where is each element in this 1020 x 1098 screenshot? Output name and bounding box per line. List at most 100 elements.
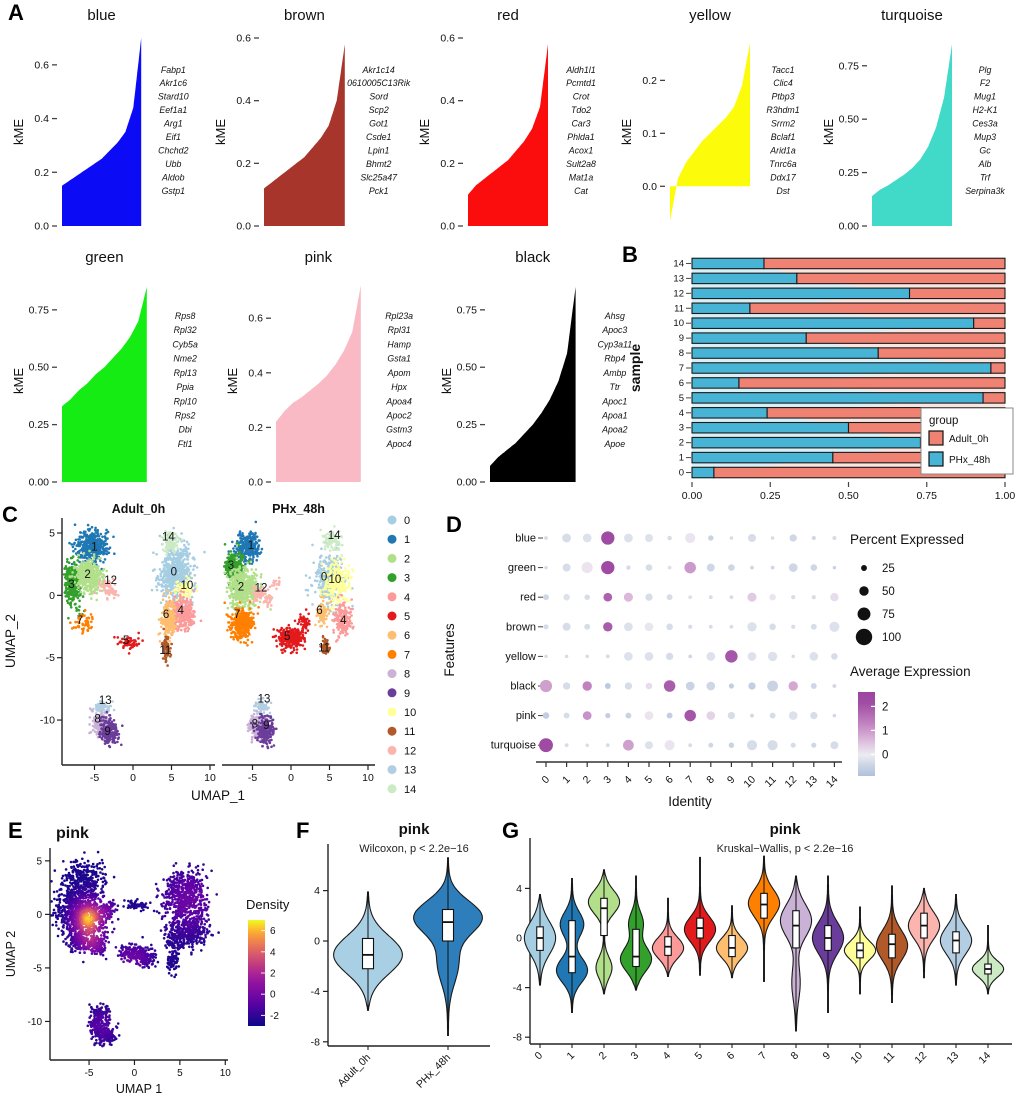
hub-gene-label: Srrm2 <box>771 119 795 129</box>
hub-gene-label: Rps2 <box>175 410 196 420</box>
dot-pink-c8 <box>706 711 716 720</box>
umap1-tick-label: 5 <box>327 772 333 784</box>
identity-tick-label: 9 <box>725 774 738 787</box>
y-tick-label: -4 <box>311 986 320 998</box>
bar-adult0h-sample-6 <box>738 377 1006 389</box>
hub-gene-label: Rpl31 <box>388 325 411 335</box>
bar-phx48h-sample-1 <box>691 451 834 464</box>
dot-pink-c4 <box>625 712 632 719</box>
cluster-number-label: 3 <box>228 560 234 572</box>
density-legend: Density 6 4 2 0 -2 <box>246 897 290 1026</box>
legend-dot-cluster-0 <box>387 515 397 525</box>
hub-gene-label: Cat <box>574 186 588 196</box>
legend-cluster-label: 2 <box>404 553 410 565</box>
identity-tick-label: 3 <box>601 774 614 787</box>
hub-gene-label: Ddx17 <box>770 172 797 182</box>
dot-green-c0 <box>544 565 548 570</box>
dot-turquoise-c3 <box>605 743 610 748</box>
kme-tick-label: 0.4 <box>440 95 455 107</box>
dot-yellow-c3 <box>605 654 610 659</box>
hub-gene-label: Slc25a47 <box>360 172 398 182</box>
dot-yellow-c13 <box>809 652 819 661</box>
dot-yellow-c10 <box>747 652 757 661</box>
legend-dot-cluster-13 <box>387 765 397 775</box>
dot-pink-c2 <box>582 711 592 720</box>
cluster-number-label: 4 <box>340 615 347 627</box>
dot-red-c0 <box>543 594 549 601</box>
hub-gene-label: Dst <box>776 186 790 196</box>
panel-e-density-umap: 5 0 -5 -10 -5 0 5 10 pink UMAP 2 UMAP 1 Density 6 4 2 0… <box>4 825 290 1096</box>
cluster-points-13 <box>92 699 116 719</box>
dot-red-c9 <box>729 595 734 600</box>
hub-gene-label: Stard10 <box>158 92 189 102</box>
violin-plot: 40-4-80 1 2 3 4 5 6 7 8 9 10 11 12 13 14pinkKruskal−Wa… <box>513 821 1012 1066</box>
kme-tick-label: 0.25 <box>29 419 50 431</box>
umap1-tick-label: -5 <box>90 772 99 784</box>
cluster-points-2 <box>68 549 109 602</box>
box-Adult_0h <box>361 937 375 970</box>
dot-turquoise-c6 <box>664 740 675 751</box>
hub-gene-label: Rps8 <box>175 311 196 321</box>
panel-f-violin-groups: 4 0 -4 -8 Adult_0h PHx_48h pink Wilcoxon, p < 2… <box>311 821 490 1091</box>
kme-tick-label: 0.6 <box>440 33 455 45</box>
hub-gene-label: Ces3a <box>972 119 998 129</box>
cluster-number-label: 11 <box>159 645 171 657</box>
hub-gene-label: Tacc1 <box>771 65 794 75</box>
hub-gene-label: Eef1a1 <box>159 105 187 115</box>
hub-gene-label: Chchd2 <box>158 145 188 155</box>
bar-adult0h-sample-7 <box>990 362 1006 374</box>
legend-cluster-label: 1 <box>404 534 410 546</box>
kme-module-blue: blue kME 0.0 0.2 0.4 0.6 Fabp1 Akr1c6 Stard10 Eef… <box>11 7 189 233</box>
kme-tick-label: 0.0 <box>248 477 263 489</box>
kme-axis-label: kME <box>439 368 454 394</box>
hub-gene-label: Nme2 <box>173 354 197 364</box>
cluster-number-label: 6 <box>163 609 169 621</box>
dot-brown-c10 <box>747 622 757 632</box>
dot-pink-c7 <box>684 709 696 722</box>
kme-axis-label: kME <box>11 119 26 145</box>
dot-blue-c0 <box>544 536 548 540</box>
cluster-number-label: 9 <box>263 720 269 732</box>
dot-pink-c6 <box>666 712 673 719</box>
dot-green-c8 <box>706 563 715 572</box>
legend-cluster-label: 8 <box>404 669 410 681</box>
dot-blue-c6 <box>667 535 672 541</box>
umap1-tick-label: 10 <box>220 1068 232 1079</box>
cluster-points-4 <box>331 593 355 643</box>
umap2-tick-label: 0 <box>49 590 55 602</box>
kme-module-black: black kME 0.00 0.25 0.50 0.75 Ahsg Apoc3 Cyp3a11… <box>439 249 632 489</box>
module-title: pink <box>305 249 333 266</box>
umap2-tick-label: -5 <box>33 963 42 974</box>
hub-gene-label: Pck1 <box>369 186 389 196</box>
umap1-tick-label: -5 <box>85 1068 94 1079</box>
dot-red-c5 <box>645 593 653 601</box>
size-legend-dot-100 <box>855 628 873 646</box>
legend-dot-cluster-10 <box>387 707 397 717</box>
proportion-tick-label: 0.25 <box>760 490 781 502</box>
cluster-points-9 <box>249 712 278 750</box>
hub-gene-label: Arid1a <box>769 145 796 155</box>
hub-gene-label: Clic4 <box>773 78 793 88</box>
cluster-points-5 <box>271 608 311 655</box>
hub-gene-label: Rpl13 <box>174 368 197 378</box>
kme-module-turquoise: turquoise kME 0.00 0.25 0.50 0.75 Plg F2 Mug1 H2-… <box>821 7 1005 233</box>
bar-adult0h-sample-9 <box>805 332 1006 344</box>
umap2-axis-label: UMAP 2 <box>4 931 18 977</box>
kme-tick-label: 0.2 <box>440 158 455 170</box>
dot-pink-c1 <box>563 712 570 719</box>
features-axis-label: Features <box>442 623 457 677</box>
cluster-points-6 <box>157 589 180 651</box>
box-3 <box>632 928 640 968</box>
dot-red-c14 <box>830 593 839 602</box>
size-legend-title: Percent Expressed <box>850 532 964 547</box>
cluster-number-label: 12 <box>104 575 117 587</box>
dot-black-c9 <box>728 683 734 689</box>
kme-tick-label: 0.6 <box>34 59 49 71</box>
legend-cluster-label: 9 <box>404 688 410 700</box>
cluster-points-11 <box>160 627 174 667</box>
dot-brown-c11 <box>769 623 776 631</box>
kme-tick-label: 0.00 <box>839 221 860 233</box>
panel-label-b: B <box>622 242 638 267</box>
category-tick-label: 3 <box>629 1050 642 1063</box>
kme-tick-label: 0.1 <box>642 128 657 140</box>
